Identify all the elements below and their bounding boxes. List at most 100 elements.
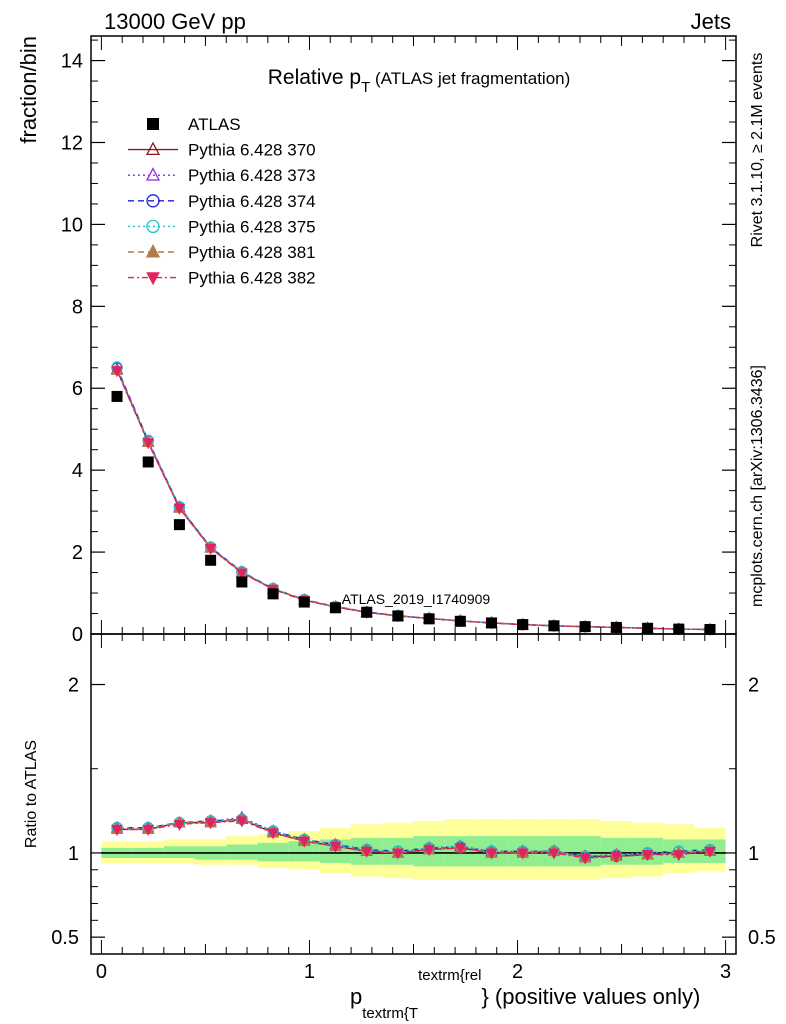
y-tick-label: 12 — [61, 132, 83, 154]
data-point — [548, 620, 560, 632]
legend-label: Pythia 6.428 381 — [188, 243, 316, 262]
plot-title-tail: (ATLAS jet fragmentation) — [370, 69, 570, 88]
legend-marker — [145, 167, 161, 181]
data-point — [329, 602, 341, 614]
ratio-series-point — [267, 828, 279, 840]
ratio-series-point — [329, 841, 342, 853]
y-tick-label: 6 — [72, 378, 83, 400]
legend-marker — [145, 141, 161, 156]
ratio-series-point — [548, 848, 560, 860]
ratio-series-point — [704, 846, 716, 858]
ratio-y-tick-label-right: 0.5 — [748, 927, 776, 949]
x-label-tail: } (positive values only) — [481, 984, 700, 1009]
ratio-y-tick-label: 0.5 — [51, 927, 79, 949]
data-point — [423, 613, 435, 625]
ratio-frame — [90, 633, 737, 955]
y-tick-label: 8 — [72, 296, 83, 318]
analysis-watermark: ATLAS_2019_I1740909 — [342, 591, 491, 607]
y-tick-label: 0 — [72, 624, 83, 646]
ratio-series-point — [236, 816, 248, 828]
x-tick-label: 2 — [512, 961, 523, 983]
x-label-sup: textrm{rel — [418, 967, 481, 984]
data-point — [579, 621, 591, 633]
data-point — [392, 610, 404, 622]
main-series-point — [204, 543, 217, 555]
legend-marker — [147, 118, 159, 130]
y-tick-label: 10 — [61, 214, 83, 236]
uncertainty-band-inner — [257, 842, 289, 862]
ratio-series-point — [173, 819, 186, 831]
header-energy: 13000 GeV pp — [104, 9, 246, 34]
ratio-y-label: Ratio to ATLAS — [23, 740, 40, 848]
ratio-plot-area — [101, 810, 726, 880]
ratio-panel: 0.5 0.5 1 1 2 2 0 1 2 3 Ratio to ATLAS ptextrm{T… — [23, 633, 776, 1022]
data-point — [517, 619, 529, 631]
x-label-sub: textrm{T — [362, 1005, 418, 1022]
ratio-series-point — [423, 845, 435, 857]
y-tick-label: 14 — [61, 51, 83, 73]
legend-marker — [145, 244, 161, 258]
main-panel: 0 2 4 6 8 10 12 14 fraction/bin Relative pT (AT… — [16, 35, 737, 646]
x-tick-label: 3 — [720, 961, 731, 983]
ratio-series-point — [516, 848, 529, 860]
ratio-series-point — [454, 843, 467, 855]
x-label-main: p — [350, 984, 362, 1009]
rivet-label: Rivet 3.1.10, ≥ 2.1M events — [749, 53, 766, 248]
x-tick-label: 0 — [96, 961, 107, 983]
ratio-x-axis: 0 1 2 3 — [96, 634, 731, 983]
legend-marker — [146, 272, 160, 286]
main-series-point — [173, 503, 186, 515]
main-y-axis: 0 2 4 6 8 10 12 14 — [61, 36, 736, 646]
legend-marker — [146, 219, 160, 234]
ratio-series-point — [641, 850, 654, 862]
ratio-series-point — [204, 818, 217, 830]
data-point — [610, 621, 622, 633]
data-point — [236, 576, 248, 588]
data-point — [142, 456, 154, 468]
uncertainty-band-inner — [226, 844, 258, 860]
ratio-series-point — [610, 851, 623, 863]
ratio-series-line-3 — [117, 818, 711, 858]
ratio-series-point — [579, 853, 591, 865]
x-axis-label: ptextrm{T textrm{rel} (positive values on… — [350, 967, 700, 1022]
ratio-series-point — [111, 824, 123, 836]
main-series-point — [236, 568, 248, 580]
legend-marker — [146, 194, 160, 208]
uncertainty-band-inner — [288, 841, 320, 862]
data-point — [205, 554, 217, 566]
ratio-y-tick-label-right: 1 — [748, 843, 759, 865]
ratio-series-line-5 — [117, 820, 711, 859]
data-point — [361, 606, 373, 618]
ratio-series-point — [485, 848, 498, 860]
main-series-point — [111, 366, 123, 378]
legend-label: Pythia 6.428 373 — [188, 166, 316, 185]
y-tick-label: 4 — [72, 460, 83, 482]
main-plot-area — [110, 361, 717, 637]
y-tick-label: 2 — [72, 542, 83, 564]
plot-title-main: Relative p — [268, 66, 361, 89]
ratio-y-tick-label-right: 2 — [748, 675, 759, 697]
legend-label: Pythia 6.428 382 — [188, 269, 316, 288]
legend-label: Pythia 6.428 374 — [188, 192, 316, 211]
data-point — [111, 390, 123, 402]
data-point — [454, 615, 466, 627]
ratio-y-tick-label: 2 — [68, 675, 79, 697]
x-tick-label: 1 — [304, 961, 315, 983]
data-point — [486, 617, 498, 629]
ratio-series-point — [142, 824, 155, 836]
legend-label: Pythia 6.428 370 — [188, 141, 316, 160]
uncertainty-band-inner — [163, 846, 196, 858]
header-jets: Jets — [691, 9, 731, 34]
plot-title-sub: T — [361, 79, 370, 96]
ratio-series-point — [672, 850, 685, 862]
ratio-y-axis: 0.5 0.5 1 1 2 2 — [51, 675, 776, 950]
data-point — [704, 623, 716, 635]
legend-label: ATLAS — [188, 115, 241, 134]
data-point — [298, 596, 310, 608]
ratio-series-point — [298, 836, 311, 848]
data-point — [642, 622, 654, 634]
plot-title: Relative pT (ATLAS jet fragmentation) — [268, 66, 571, 96]
ratio-series-point — [392, 848, 404, 860]
main-series-point — [142, 438, 155, 450]
